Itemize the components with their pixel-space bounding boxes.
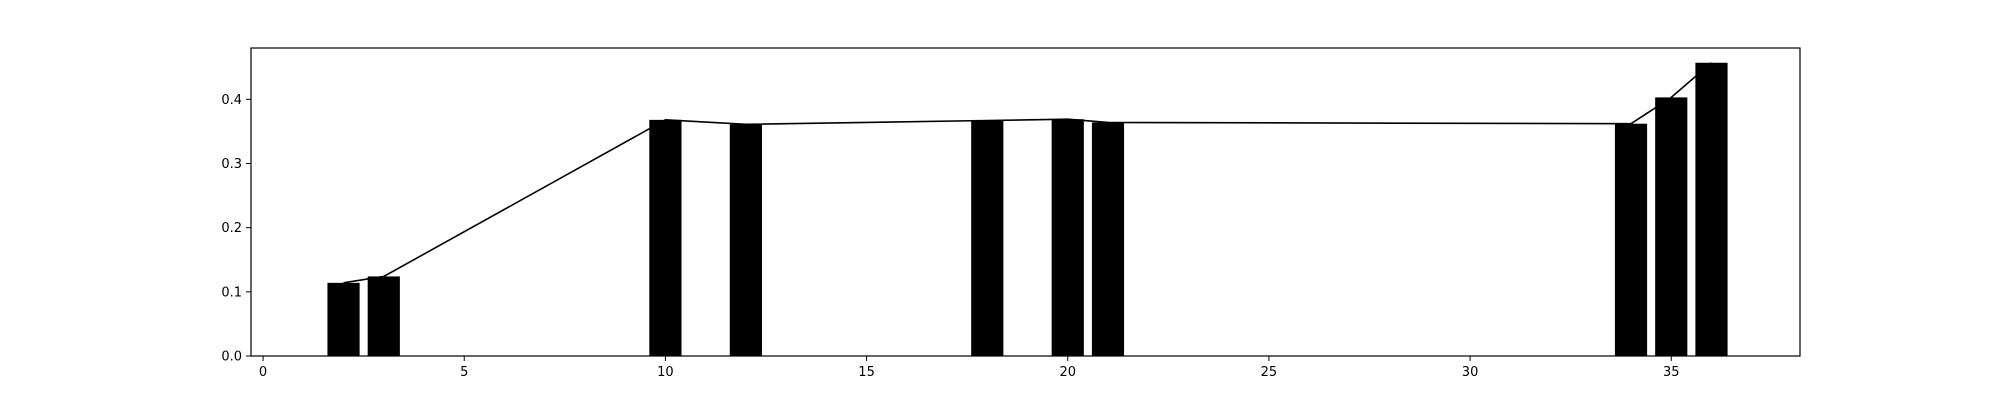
x-tick-label: 0	[259, 365, 267, 380]
bar	[1051, 119, 1084, 356]
x-tick-label: 5	[460, 365, 468, 380]
y-axis: 0.0 0.1 0.2 0.3 0.4	[221, 93, 251, 365]
bar	[971, 120, 1004, 356]
y-tick-label: 0.4	[221, 93, 242, 108]
bars-group	[327, 62, 1728, 357]
bar	[1091, 122, 1125, 356]
series-line-group	[343, 62, 1713, 284]
x-tick-label: 10	[657, 365, 674, 380]
x-tick-label: 15	[858, 365, 875, 380]
bar	[1695, 62, 1728, 357]
x-tick-label: 35	[1663, 365, 1680, 380]
y-tick-label: 0.1	[221, 285, 242, 300]
bar	[729, 124, 762, 356]
bar	[1614, 123, 1648, 356]
bar	[1655, 97, 1688, 357]
x-tick-label: 30	[1462, 365, 1479, 380]
x-tick-label: 20	[1059, 365, 1076, 380]
x-axis: 0 5 10 15 20 25 30 35	[259, 356, 1680, 380]
plot-frame	[250, 47, 1801, 357]
series-line	[343, 62, 1713, 284]
y-tick-label: 0.3	[221, 157, 242, 172]
bar	[367, 276, 400, 356]
y-tick-label: 0.0	[221, 350, 242, 365]
y-tick-label: 0.2	[221, 221, 242, 236]
bar	[649, 119, 682, 356]
bar	[327, 282, 360, 356]
x-tick-label: 25	[1261, 365, 1278, 380]
